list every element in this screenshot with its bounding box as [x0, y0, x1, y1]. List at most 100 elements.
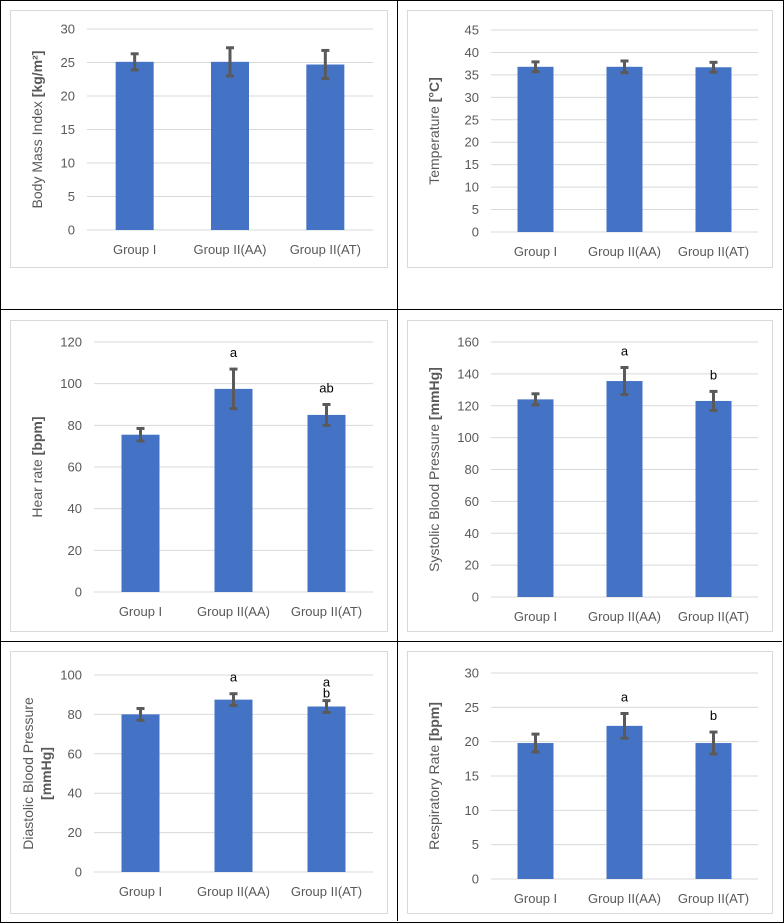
category-label: Group II(AT) — [678, 891, 749, 906]
y-tick-label: 40 — [68, 786, 82, 801]
y-tick-label: 5 — [472, 202, 479, 217]
category-label: Group II(AA) — [588, 891, 661, 906]
chart-heart-rate: 0 20 40 60 80 100 120 Group I a Group II(AA) ab Gro… — [10, 320, 388, 632]
bar — [121, 434, 160, 592]
category-label: Group II(AT) — [291, 884, 362, 899]
y-tick-label: 80 — [68, 418, 82, 433]
bar — [214, 388, 253, 592]
y-tick-label: 20 — [465, 558, 479, 573]
y-axis-unit: [bpm] — [426, 702, 442, 741]
y-tick-label: 20 — [68, 543, 82, 558]
y-tick-label: 25 — [465, 112, 479, 127]
category-label: Group I — [119, 884, 162, 899]
significance-letter: a — [323, 675, 331, 690]
y-tick-label: 25 — [465, 700, 479, 715]
y-tick-label: 60 — [465, 494, 479, 509]
y-tick-label: 10 — [61, 156, 75, 171]
significance-letter: b — [710, 708, 717, 723]
y-tick-label: 10 — [465, 803, 479, 818]
chart-respiratory: 0 5 10 15 20 25 30 Group I a Group II(AA) b Group I… — [407, 651, 773, 914]
significance-letter: ab — [319, 381, 333, 396]
category-label: Group II(AA) — [197, 604, 270, 619]
y-tick-label: 0 — [75, 865, 82, 880]
bar — [695, 743, 732, 879]
y-axis-title: Respiratory Rate [bpm] — [426, 702, 442, 850]
grid-divider-vertical — [397, 0, 398, 921]
y-tick-label: 0 — [472, 872, 479, 887]
y-axis-unit: [kg/m²] — [29, 51, 45, 98]
y-axis-unit: [mmHg] — [426, 367, 442, 420]
bar — [307, 706, 346, 872]
y-tick-label: 160 — [457, 335, 479, 350]
y-tick-label: 20 — [465, 135, 479, 150]
bar — [606, 66, 643, 232]
bar — [307, 414, 346, 592]
y-tick-label: 40 — [68, 501, 82, 516]
y-axis-title-text: Systolic Blood Pressure — [426, 420, 442, 572]
y-axis-unit: [bpm] — [29, 416, 45, 455]
y-tick-label: 0 — [472, 225, 479, 240]
y-tick-label: 100 — [60, 668, 82, 683]
y-tick-label: 10 — [465, 180, 479, 195]
y-tick-label: 20 — [68, 825, 82, 840]
y-tick-label: 30 — [465, 90, 479, 105]
y-axis-title-text: Body Mass Index — [29, 97, 45, 208]
y-axis-unit: [mmHg] — [38, 747, 54, 800]
category-label: Group II(AA) — [588, 244, 661, 259]
y-tick-label: 80 — [68, 707, 82, 722]
y-tick-label: 5 — [68, 189, 75, 204]
category-label: Group I — [119, 604, 162, 619]
y-axis-title: Diastolic Blood Pressure — [20, 697, 36, 850]
chart-temperature: 0 5 10 15 20 25 30 35 40 45 Group I Group II(AA) Gro… — [407, 10, 773, 268]
y-tick-label: 120 — [457, 398, 479, 413]
y-tick-label: 0 — [472, 590, 479, 605]
bar — [306, 64, 345, 230]
category-label: Group II(AT) — [290, 242, 361, 257]
y-axis-title: Systolic Blood Pressure [mmHg] — [426, 367, 442, 572]
category-label: Group I — [514, 891, 557, 906]
y-tick-label: 0 — [68, 223, 75, 238]
y-tick-label: 20 — [465, 734, 479, 749]
y-tick-label: 140 — [457, 366, 479, 381]
grid-divider-horizontal-1 — [0, 309, 782, 310]
bar — [115, 61, 154, 230]
y-tick-label: 40 — [465, 45, 479, 60]
y-tick-label: 15 — [465, 157, 479, 172]
y-tick-label: 100 — [60, 376, 82, 391]
y-tick-label: 25 — [61, 55, 75, 70]
category-label: Group II(AT) — [678, 244, 749, 259]
y-tick-label: 30 — [61, 22, 75, 37]
bar — [517, 66, 554, 232]
bar — [517, 399, 554, 597]
y-tick-label: 60 — [68, 460, 82, 475]
significance-letter: a — [621, 344, 629, 359]
chart-systolic: 0 20 40 60 80 100 120 140 160 Group I a Group II(AA… — [407, 320, 773, 632]
y-tick-label: 35 — [465, 67, 479, 82]
significance-letter: b — [710, 367, 717, 382]
chart-bmi: 0 5 10 15 20 25 30 Group I Group II(AA) Group II(… — [10, 10, 388, 268]
bar — [121, 714, 160, 872]
significance-letter: a — [230, 670, 238, 685]
bar — [517, 743, 554, 879]
significance-letter: a — [621, 690, 629, 705]
significance-letter: a — [230, 345, 238, 360]
category-label: Group II(AT) — [291, 604, 362, 619]
y-tick-label: 40 — [465, 526, 479, 541]
category-label: Group I — [514, 244, 557, 259]
bar — [214, 699, 253, 872]
y-tick-label: 60 — [68, 746, 82, 761]
category-label: Group II(AT) — [678, 609, 749, 624]
y-axis-title: Temperature [°C] — [426, 77, 442, 185]
bar — [695, 400, 732, 597]
bar — [211, 61, 249, 230]
y-axis-unit: [°C] — [426, 77, 442, 102]
grid-divider-horizontal-2 — [0, 641, 782, 642]
y-tick-label: 5 — [472, 837, 479, 852]
y-axis-title-text: Temperature — [426, 102, 442, 184]
y-tick-label: 30 — [465, 666, 479, 681]
y-axis-title: Body Mass Index [kg/m²] — [29, 51, 45, 209]
y-tick-label: 0 — [75, 585, 82, 600]
y-axis-title: Hear rate [bpm] — [29, 416, 45, 517]
category-label: Group I — [514, 609, 557, 624]
